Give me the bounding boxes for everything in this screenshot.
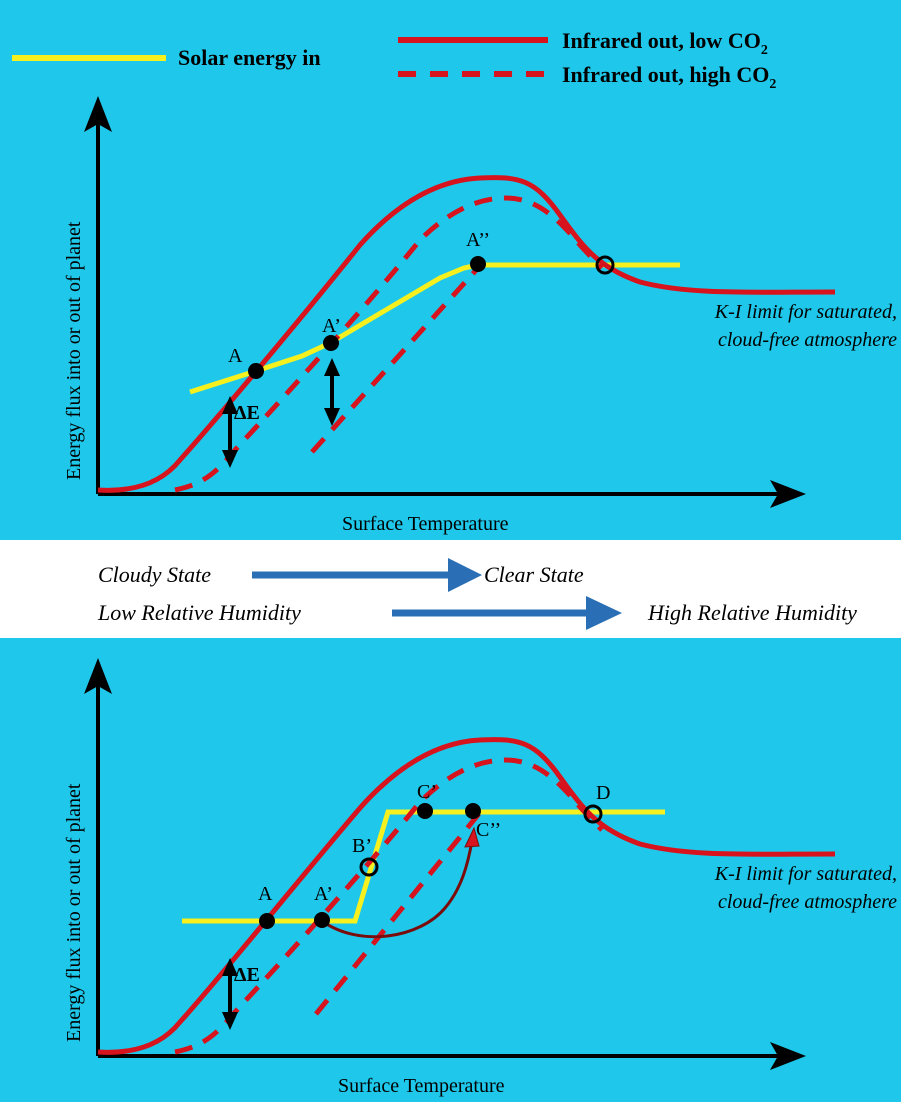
ir-high-shifted-line (314, 808, 484, 1016)
point-A-prime-label: A’ (314, 883, 333, 905)
x-axis-arrowhead (770, 480, 806, 508)
delta-e-arrow-1-bottom (222, 450, 238, 468)
x-axis-label: Surface Temperature (338, 1075, 505, 1097)
ki-limit-line1: K-I limit for saturated, (714, 863, 897, 885)
point-A-label: A (228, 345, 243, 367)
delta-arrow-2-bottom (324, 408, 340, 426)
solar-curve (182, 809, 665, 924)
clear-state-label: Clear State (484, 562, 584, 587)
point-A (259, 913, 275, 929)
point-A-label: A (258, 883, 273, 905)
ki-limit-line2: cloud-free atmosphere (718, 329, 897, 351)
point-A-prime (323, 335, 339, 351)
delta-e-arrow-1-top (222, 396, 238, 414)
ki-limit-line2: cloud-free atmosphere (718, 891, 897, 913)
point-C-prime (417, 803, 433, 819)
delta-e-label: ΔE (234, 402, 260, 424)
equilibrium-open-circle (595, 255, 615, 275)
ir-high-curve (174, 757, 604, 1055)
point-A-double-prime (470, 256, 486, 272)
legend-ir-high-label: Infrared out, high CO2 (562, 62, 776, 92)
bottom-panel: Energy flux into or out of planet Surfac… (0, 638, 901, 1102)
point-C-prime-label: C’ (417, 781, 437, 803)
top-diagram: Solar energy in Infrared out, low CO2 In… (12, 28, 897, 535)
x-axis-arrowhead (770, 1042, 806, 1070)
ir-low-curve (97, 175, 836, 493)
point-A-prime-label: A’ (322, 315, 341, 337)
point-A (248, 363, 264, 379)
point-D-label: D (596, 782, 610, 804)
bottom-diagram: Energy flux into or out of planet Surfac… (63, 658, 897, 1097)
point-C-double-prime (465, 803, 481, 819)
rh-arrowhead (586, 596, 622, 630)
legend-ir-low-label: Infrared out, low CO2 (562, 28, 768, 58)
y-axis-arrowhead (84, 658, 112, 694)
legend-solar-label: Solar energy in (178, 45, 321, 70)
transition-arrow (321, 840, 474, 939)
ir-low-curve (97, 737, 836, 1055)
delta-e-arrow-top (222, 958, 238, 976)
low-rh-label: Low Relative Humidity (98, 600, 301, 625)
point-A-prime (314, 912, 330, 928)
delta-e-arrow-bottom (222, 1012, 238, 1030)
point-A-double-prime-label: A’’ (466, 229, 490, 251)
high-rh-label: High Relative Humidity (648, 600, 857, 625)
cloudy-clear-arrowhead (448, 558, 482, 592)
point-B-prime-label: B’ (352, 835, 372, 857)
y-axis-label: Energy flux into or out of planet (63, 221, 85, 480)
delta-e-label: ΔE (234, 964, 260, 986)
point-D (583, 804, 603, 824)
middle-arrows (252, 558, 622, 630)
point-C-double-prime-label: C’’ (476, 819, 501, 841)
point-B-prime (359, 857, 379, 877)
transition-arrowhead (464, 826, 480, 848)
top-panel: Solar energy in Infrared out, low CO2 In… (0, 0, 901, 540)
cloudy-state-label: Cloudy State (98, 562, 212, 587)
ir-high-curve (174, 195, 604, 493)
x-axis-label: Surface Temperature (342, 513, 509, 535)
y-axis-arrowhead (84, 96, 112, 132)
ir-high-shifted-line (310, 266, 480, 454)
delta-arrow-2-top (324, 358, 340, 376)
y-axis-label: Energy flux into or out of planet (63, 783, 85, 1042)
ki-limit-line1: K-I limit for saturated, (714, 301, 897, 323)
